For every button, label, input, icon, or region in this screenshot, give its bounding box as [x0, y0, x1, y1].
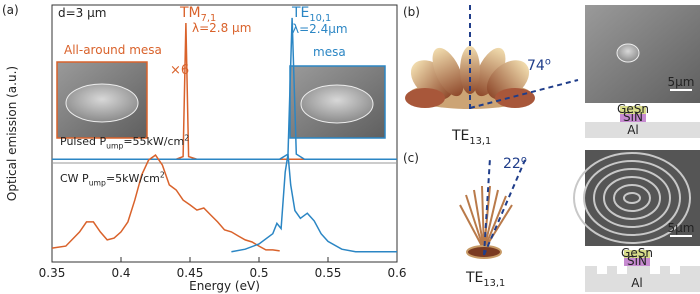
text-segment: 10,1 — [309, 13, 331, 24]
x-tick-label: 0.55 — [315, 266, 342, 280]
angle-label: 74o — [527, 56, 551, 74]
angle-label: 22o — [503, 154, 527, 172]
layer — [624, 258, 650, 266]
text-segment: All-around mesa — [64, 43, 162, 57]
text-segment: =55kW/cm — [123, 135, 184, 148]
annotation: d=3 μm — [58, 6, 106, 20]
mode-label: TE13,1 — [465, 270, 505, 289]
sem-image — [585, 5, 700, 103]
text-segment: ×6 — [170, 63, 189, 78]
sem-disk — [65, 83, 139, 123]
text-segment: CW P — [60, 172, 89, 185]
annotation: ×6 — [170, 63, 189, 78]
text-segment: o — [521, 154, 527, 165]
annotation: TE10,1 — [291, 5, 331, 24]
axis-dash — [483, 157, 491, 256]
x-axis-label: Energy (eV) — [189, 279, 260, 293]
annotation: All-around mesa — [64, 43, 162, 57]
sem-rings — [573, 152, 691, 244]
layer — [624, 250, 650, 258]
sem-disk — [300, 84, 374, 124]
series-line — [51, 154, 280, 252]
text-segment: Pulsed P — [60, 135, 106, 148]
text-segment: λ=2.8 μm — [192, 21, 251, 35]
text-segment: ump — [89, 178, 106, 187]
x-tick-label: 0.5 — [249, 266, 268, 280]
annotation: TM7,1 — [179, 5, 216, 24]
text-segment: mesa — [313, 45, 346, 59]
x-tick-label: 0.35 — [39, 266, 66, 280]
layer-label: Al — [631, 276, 643, 290]
text-segment: 7,1 — [201, 13, 217, 24]
layer-label: Al — [627, 123, 639, 137]
text-segment: 2 — [184, 134, 189, 143]
text-segment: TE — [291, 5, 309, 21]
x-tick-label: 0.45 — [177, 266, 204, 280]
text-segment: o — [545, 56, 551, 67]
annotation: λ=2.8 μm — [192, 21, 251, 35]
text-segment: d=3 μm — [58, 6, 106, 20]
layer-label: SiN — [627, 254, 647, 268]
sem-disk — [616, 43, 640, 63]
mode-label: TE13,1 — [451, 128, 491, 147]
plot-frame — [51, 4, 398, 263]
layer-label: GeSn — [621, 246, 653, 260]
annotation: Pulsed Pump=55kW/cm2 — [60, 134, 189, 151]
radiation-pattern — [405, 46, 535, 109]
scale-label: 5μm — [668, 75, 695, 89]
x-tick-label: 0.4 — [111, 266, 130, 280]
panel-label: (c) — [403, 151, 419, 165]
layer-label: SiN — [623, 110, 643, 124]
layer-label: GeSn — [617, 102, 649, 116]
text-segment: 13,1 — [469, 136, 491, 147]
layer — [620, 106, 646, 114]
annotation: λ=2.4μm — [292, 22, 348, 36]
angle-dash — [469, 79, 579, 109]
text-segment: 74 — [527, 58, 545, 74]
annotation: mesa — [313, 45, 346, 59]
text-segment: 13,1 — [483, 278, 505, 289]
x-tick-label: 0.6 — [387, 266, 406, 280]
text-segment: TE — [451, 128, 469, 144]
panel-label: (a) — [2, 3, 19, 17]
text-segment: 2 — [160, 171, 165, 180]
text-segment: TM — [179, 5, 201, 21]
radiation-pattern — [459, 185, 513, 259]
text-segment: λ=2.4μm — [292, 22, 348, 36]
text-segment: TE — [465, 270, 483, 286]
annotation: CW Pump=5kW/cm2 — [60, 171, 165, 188]
y-axis-label: Optical emission (a.u.) — [5, 66, 19, 201]
text-segment: 22 — [503, 156, 521, 172]
series-line — [231, 153, 397, 253]
scale-label: 5μm — [668, 221, 695, 235]
series-line — [52, 17, 397, 160]
layer — [585, 266, 700, 292]
panel-label: (b) — [403, 5, 420, 19]
layer — [585, 122, 700, 138]
text-segment: ump — [106, 141, 123, 150]
layer — [620, 114, 646, 122]
text-segment: =5kW/cm — [106, 172, 160, 185]
